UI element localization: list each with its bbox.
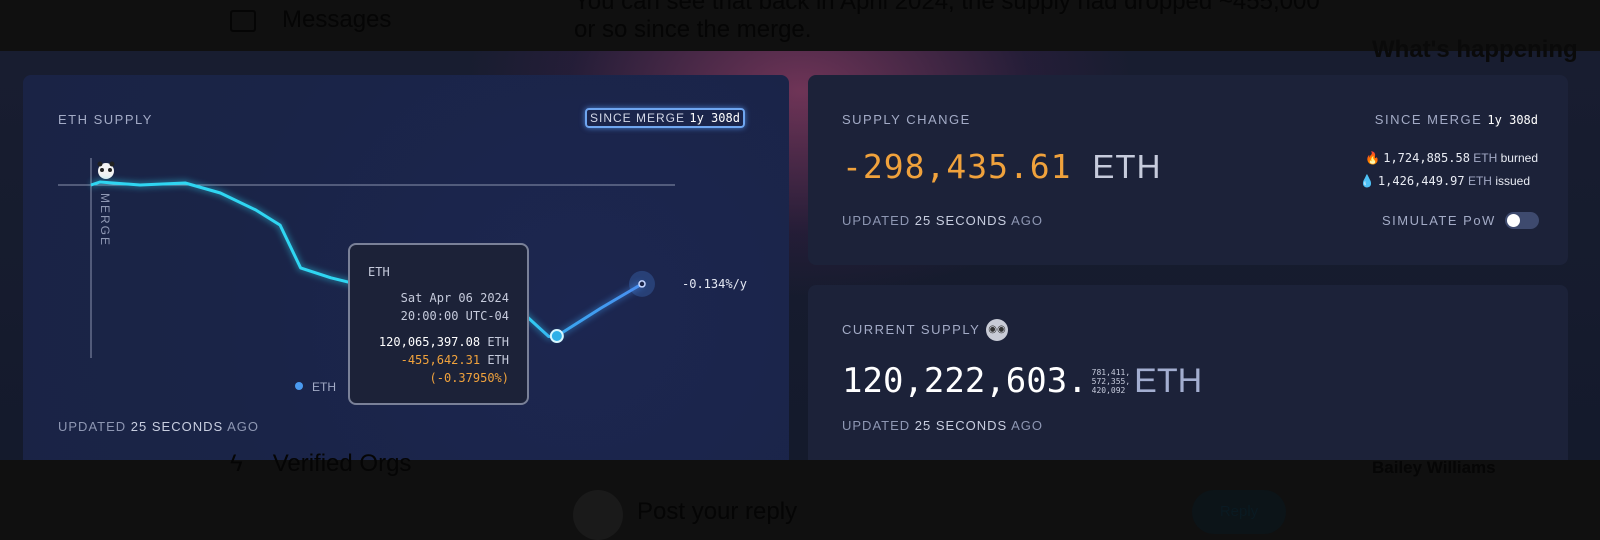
- page-bottom: ϟ Verified Orgs Bailey Williams Post your…: [0, 450, 1600, 540]
- tooltip-supply: 120,065,397.08 ETH: [378, 335, 509, 349]
- range-value: 1y 308d: [689, 111, 740, 125]
- supply-updated: UPDATED 25 SECONDS AGO: [842, 418, 1043, 433]
- simulate-pow-toggle[interactable]: [1505, 212, 1539, 229]
- post-text-2: or so since the merge.: [574, 16, 812, 43]
- tooltip-change: -455,642.31 ETH: [400, 353, 509, 367]
- panda-icon: [97, 161, 115, 179]
- current-supply-card: CURRENT SUPPLY ◉◉ 120,222,603. 781,411, 5…: [808, 285, 1568, 475]
- highlight-point: [549, 329, 564, 344]
- eth-supply-card: ETH SUPPLY SINCE MERGE 1y 308d MERGE -0.…: [23, 75, 789, 475]
- current-supply-title: CURRENT SUPPLY: [842, 322, 981, 337]
- change-updated: UPDATED 25 SECONDS AGO: [842, 213, 1043, 228]
- tooltip-pct: (-0.37950%): [429, 371, 509, 385]
- legend-label: ETH: [312, 380, 336, 394]
- supply-change-title: SUPPLY CHANGE: [842, 112, 971, 127]
- tooltip-series: ETH: [368, 265, 390, 279]
- sidebar-verified-orgs[interactable]: ϟ Verified Orgs: [230, 450, 412, 477]
- range-selector[interactable]: SINCE MERGE 1y 308d: [585, 108, 745, 128]
- reply-button[interactable]: Reply: [1192, 490, 1286, 534]
- supply-change-value: -298,435.61 ETH: [842, 147, 1162, 186]
- post-text-1: You can see that back in April 2024, the…: [574, 0, 1320, 15]
- current-point: [638, 280, 646, 288]
- mail-icon: [230, 9, 256, 32]
- chart-tooltip: ETH Sat Apr 06 2024 20:00:00 UTC-04 120,…: [348, 243, 529, 405]
- tooltip-time: 20:00:00 UTC-04: [400, 309, 509, 323]
- droplet-icon: 💧: [1359, 174, 1375, 188]
- chart-updated: UPDATED 25 SECONDS AGO: [58, 419, 259, 434]
- sidebar-messages[interactable]: Messages: [230, 6, 391, 34]
- supply-decimals: 781,411, 572,355, 420,092: [1091, 367, 1131, 395]
- supply-change-card: SUPPLY CHANGE -298,435.61 ETH UPDATED 25…: [808, 75, 1568, 265]
- nerd-face-icon: ◉◉: [986, 319, 1008, 341]
- range-label: SINCE MERGE: [590, 111, 686, 125]
- merge-label: MERGE: [98, 193, 112, 247]
- burned-row: 🔥 1,724,885.58 ETH burned: [1364, 151, 1538, 165]
- tooltip-date: Sat Apr 06 2024: [400, 291, 509, 305]
- reply-input[interactable]: Post your reply: [637, 498, 798, 525]
- change-range[interactable]: SINCE MERGE 1y 308d: [1374, 112, 1538, 127]
- rate-label: -0.134%/y: [682, 277, 747, 291]
- issued-row: 💧 1,426,449.97 ETH issued: [1359, 174, 1530, 188]
- legend-dot: [295, 382, 303, 390]
- messages-label: Messages: [282, 6, 392, 33]
- fire-icon: 🔥: [1364, 151, 1380, 165]
- supply-chart[interactable]: MERGE -0.134%/y ETH: [23, 75, 789, 475]
- reply-avatar: [573, 490, 623, 540]
- eth-supply-title: ETH SUPPLY: [58, 112, 153, 127]
- author-name: Bailey Williams: [1372, 458, 1496, 477]
- simulate-pow-label: SIMULATE PoW: [1382, 213, 1496, 228]
- lightning-icon: ϟ: [230, 450, 243, 477]
- current-supply-value: 120,222,603. 781,411, 572,355, 420,092 ETH: [842, 361, 1203, 401]
- whats-happening-heading: What's happening: [1372, 36, 1578, 63]
